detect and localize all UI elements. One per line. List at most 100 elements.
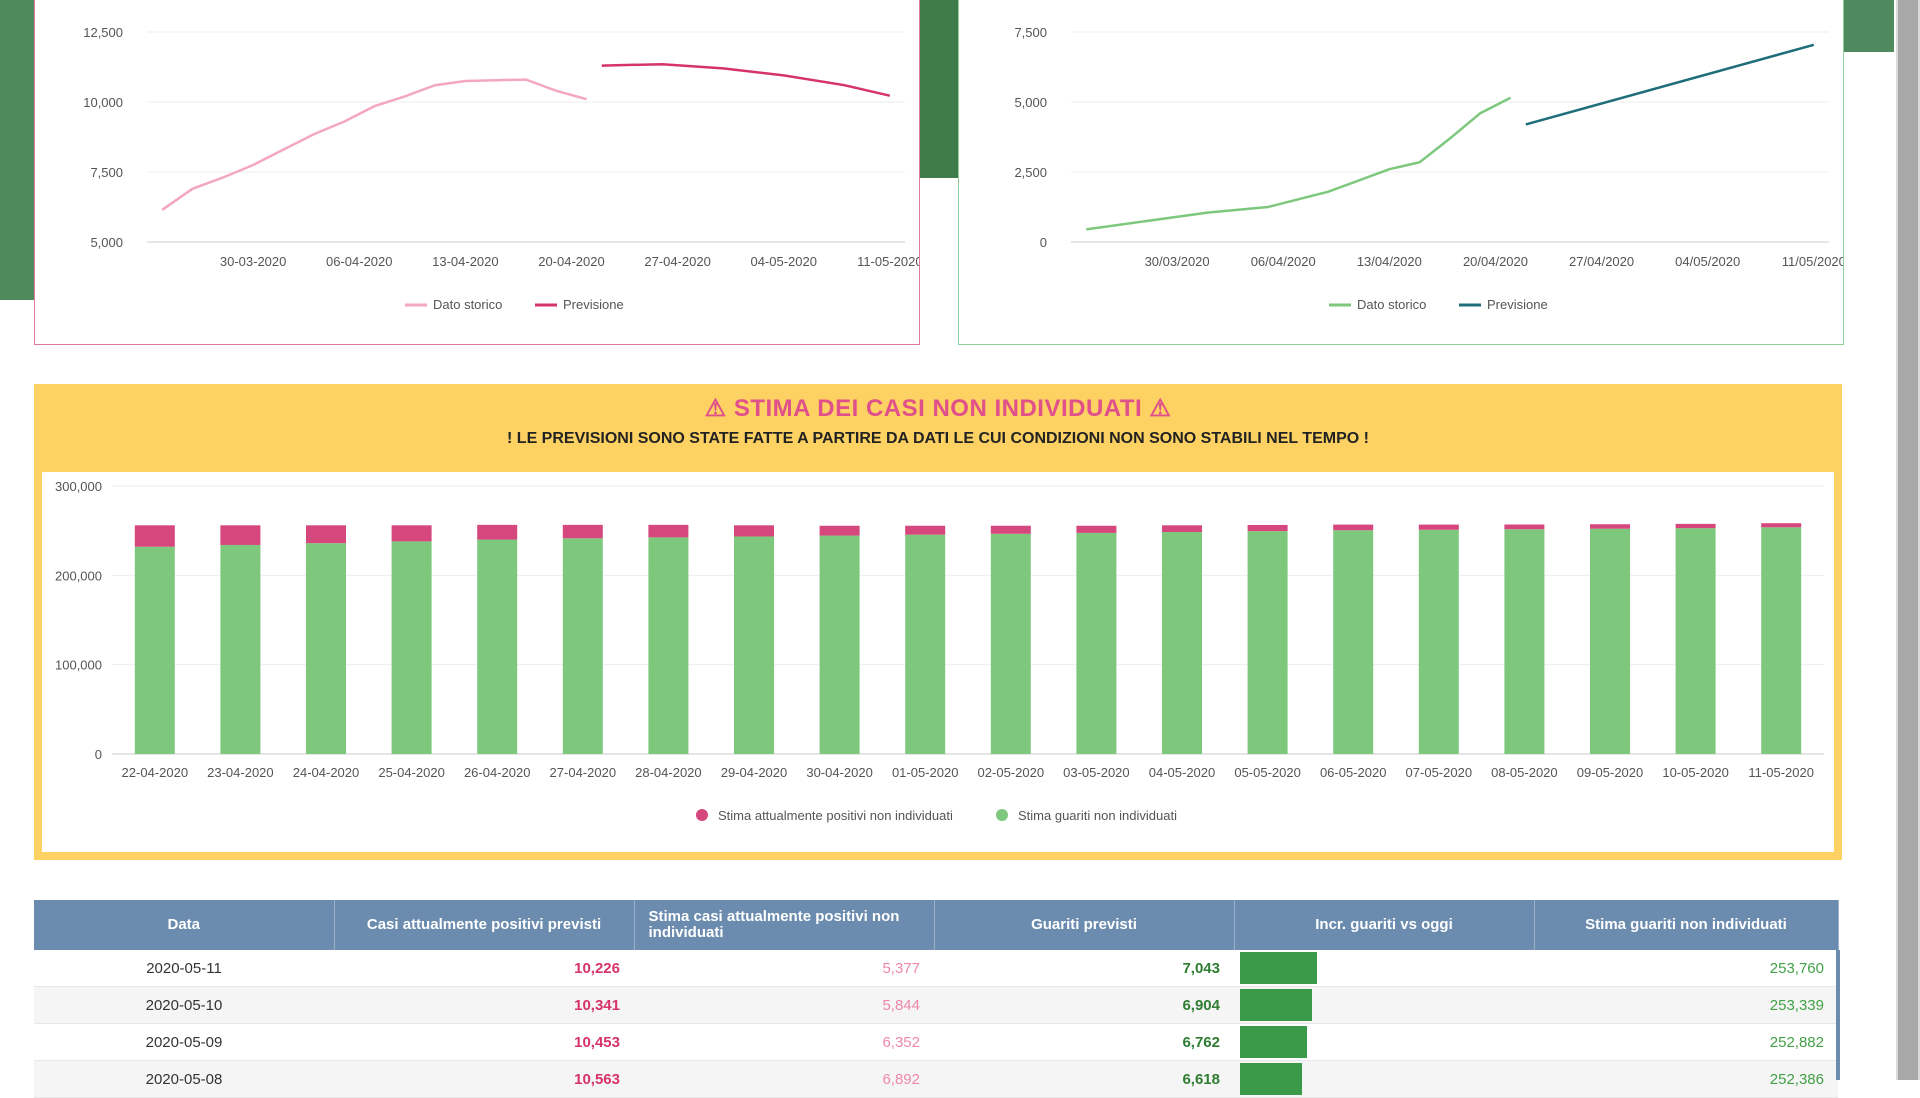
cell-stima-positivi: 6,352 bbox=[634, 1023, 934, 1061]
cell-stima-positivi: 6,892 bbox=[634, 1060, 934, 1098]
left-chart-legend-label: Previsione bbox=[563, 297, 624, 312]
cell-stima-guariti: 252,882 bbox=[1534, 1023, 1838, 1061]
bar-chart-x-tick-label: 25-04-2020 bbox=[378, 765, 445, 780]
cell-stima-positivi: 5,844 bbox=[634, 986, 934, 1024]
cell-stima-guariti: 253,339 bbox=[1534, 986, 1838, 1024]
bar-chart-y-tick-label: 200,000 bbox=[55, 568, 102, 583]
col-header-stima-positivi[interactable]: Stima casi attualmente positivi non indi… bbox=[634, 900, 935, 950]
bar-chart-x-tick-label: 07-05-2020 bbox=[1406, 765, 1473, 780]
bar-chart-x-tick-label: 29-04-2020 bbox=[721, 765, 788, 780]
bar-guariti-non-individuati bbox=[819, 535, 860, 754]
right-chart-series-line-historical bbox=[1086, 96, 1512, 231]
left-chart-x-tick-label: 20-04-2020 bbox=[538, 254, 605, 269]
bar-positivi-non-individuati bbox=[734, 525, 774, 537]
bar-guariti-non-individuati bbox=[391, 541, 432, 754]
left-chart-y-tick-label: 12,500 bbox=[83, 25, 123, 40]
right-chart-series-line-forecast bbox=[1525, 43, 1815, 126]
background-strip-left bbox=[0, 0, 40, 300]
bar-chart-x-tick-label: 01-05-2020 bbox=[892, 765, 959, 780]
bar-positivi-non-individuati bbox=[1247, 524, 1288, 532]
bar-positivi-non-individuati bbox=[1590, 524, 1630, 529]
right-chart-x-tick-label: 20/04/2020 bbox=[1463, 254, 1528, 269]
left-chart-y-tick-label: 10,000 bbox=[83, 95, 123, 110]
col-header-incr-guariti[interactable]: Incr. guariti vs oggi bbox=[1234, 900, 1535, 950]
guariti-line-chart: 7,500 5,000 2,500 0 30/03/2020 06/04/2020 13/0… bbox=[1014, 25, 1845, 312]
bar-guariti-non-individuati bbox=[1418, 529, 1459, 754]
col-header-positivi[interactable]: Casi attualmente positivi previsti bbox=[334, 900, 635, 950]
background-strip-middle bbox=[918, 0, 960, 178]
bar-positivi-non-individuati bbox=[905, 525, 946, 535]
bar-positivi-non-individuati bbox=[1162, 525, 1202, 533]
undetected-cases-panel: ⚠ STIMA DEI CASI NON INDIVIDUATI ⚠ ! LE … bbox=[34, 384, 1842, 860]
positivi-line-chart-panel: 12,500 10,000 7,500 5,000 30-03-2020 06-04-20… bbox=[34, 0, 923, 345]
bar-positivi-non-individuati bbox=[391, 525, 432, 542]
bar-guariti-non-individuati bbox=[1076, 532, 1117, 754]
bar-chart-x-tick-label: 28-04-2020 bbox=[635, 765, 702, 780]
incr-guariti-bar bbox=[1240, 1026, 1307, 1058]
table-row[interactable]: 2020-05-09 10,453 6,352 6,762 252,882 bbox=[34, 1023, 1838, 1061]
left-chart-x-tick-label: 27-04-2020 bbox=[644, 254, 711, 269]
bar-positivi-non-individuati bbox=[477, 524, 518, 540]
left-chart-x-tick-label: 11-05-2020 bbox=[857, 254, 919, 269]
bar-chart-x-tick-label: 11-05-2020 bbox=[1748, 765, 1814, 780]
cell-incr-guariti bbox=[1234, 1023, 1534, 1061]
left-chart-x-tick-label: 04-05-2020 bbox=[750, 254, 817, 269]
cell-positivi-previsti: 10,226 bbox=[334, 950, 634, 987]
right-chart-y-tick-label: 2,500 bbox=[1014, 165, 1047, 180]
bar-chart-x-tick-label: 27-04-2020 bbox=[550, 765, 617, 780]
cell-incr-guariti bbox=[1234, 1060, 1534, 1098]
cell-date: 2020-05-09 bbox=[34, 1023, 334, 1061]
left-chart-x-tick-label: 06-04-2020 bbox=[326, 254, 393, 269]
warning-left-icon: ⚠ bbox=[704, 395, 727, 422]
bar-guariti-non-individuati bbox=[1590, 528, 1630, 754]
forecast-table: Data Casi attualmente positivi previsti … bbox=[34, 900, 1839, 1098]
bar-positivi-non-individuati bbox=[1076, 525, 1117, 533]
bar-positivi-non-individuati bbox=[819, 525, 860, 536]
incr-guariti-bar bbox=[1240, 952, 1317, 984]
warning-title-text: STIMA DEI CASI NON INDIVIDUATI bbox=[733, 395, 1143, 422]
scrollbar-thumb[interactable] bbox=[1898, 0, 1918, 1080]
bar-positivi-non-individuati bbox=[1504, 524, 1545, 530]
col-header-data[interactable]: Data bbox=[34, 900, 335, 950]
right-chart-x-tick-label: 04/05/2020 bbox=[1675, 254, 1740, 269]
table-row[interactable]: 2020-05-08 10,563 6,892 6,618 252,386 bbox=[34, 1060, 1838, 1098]
cell-stima-positivi: 5,377 bbox=[634, 950, 934, 987]
bar-guariti-non-individuati bbox=[1162, 532, 1202, 754]
bar-positivi-non-individuati bbox=[306, 525, 346, 544]
bar-guariti-non-individuati bbox=[648, 537, 689, 754]
bar-positivi-non-individuati bbox=[562, 524, 603, 539]
bar-chart-x-tick-label: 04-05-2020 bbox=[1149, 765, 1216, 780]
stacked-bar-chart: 300,000 200,000 100,000 0 22-04-2020 23-04-20… bbox=[55, 479, 1824, 823]
col-header-stima-guariti[interactable]: Stima guariti non individuati bbox=[1534, 900, 1839, 950]
col-header-guariti[interactable]: Guariti previsti bbox=[934, 900, 1235, 950]
table-row[interactable]: 2020-05-11 10,226 5,377 7,043 253,760 bbox=[34, 950, 1838, 987]
bar-guariti-non-individuati bbox=[1333, 530, 1374, 754]
bar-chart-x-tick-label: 03-05-2020 bbox=[1063, 765, 1130, 780]
cell-incr-guariti bbox=[1234, 986, 1534, 1024]
bar-chart-y-tick-label: 100,000 bbox=[55, 658, 102, 673]
stacked-bar-chart-panel: 300,000 200,000 100,000 0 22-04-2020 23-04-20… bbox=[42, 472, 1834, 852]
left-chart-x-tick-label: 13-04-2020 bbox=[432, 254, 499, 269]
left-chart-y-tick-label: 5,000 bbox=[90, 235, 123, 250]
warning-right-icon: ⚠ bbox=[1149, 395, 1172, 422]
cell-stima-guariti: 253,760 bbox=[1534, 950, 1838, 987]
cell-positivi-previsti: 10,563 bbox=[334, 1060, 634, 1098]
left-chart-x-tick-label: 30-03-2020 bbox=[220, 254, 287, 269]
incr-guariti-bar bbox=[1240, 989, 1312, 1021]
bar-guariti-non-individuati bbox=[1761, 527, 1802, 754]
bar-chart-x-tick-label: 02-05-2020 bbox=[978, 765, 1045, 780]
right-chart-y-tick-label: 5,000 bbox=[1014, 95, 1047, 110]
cell-positivi-previsti: 10,453 bbox=[334, 1023, 634, 1061]
left-chart-y-tick-label: 7,500 bbox=[90, 165, 123, 180]
table-row[interactable]: 2020-05-10 10,341 5,844 6,904 253,339 bbox=[34, 986, 1838, 1024]
left-chart-legend-label: Dato storico bbox=[433, 297, 502, 312]
bar-chart-legend-dot bbox=[996, 809, 1008, 821]
bar-chart-x-tick-label: 08-05-2020 bbox=[1491, 765, 1558, 780]
cell-guariti-previsti: 6,762 bbox=[934, 1023, 1234, 1061]
right-chart-x-tick-label: 06/04/2020 bbox=[1251, 254, 1316, 269]
bar-chart-x-tick-label: 09-05-2020 bbox=[1577, 765, 1644, 780]
bar-guariti-non-individuati bbox=[734, 536, 774, 754]
bar-guariti-non-individuati bbox=[1247, 531, 1288, 754]
bar-chart-x-tick-label: 23-04-2020 bbox=[207, 765, 274, 780]
bar-guariti-non-individuati bbox=[306, 543, 346, 754]
